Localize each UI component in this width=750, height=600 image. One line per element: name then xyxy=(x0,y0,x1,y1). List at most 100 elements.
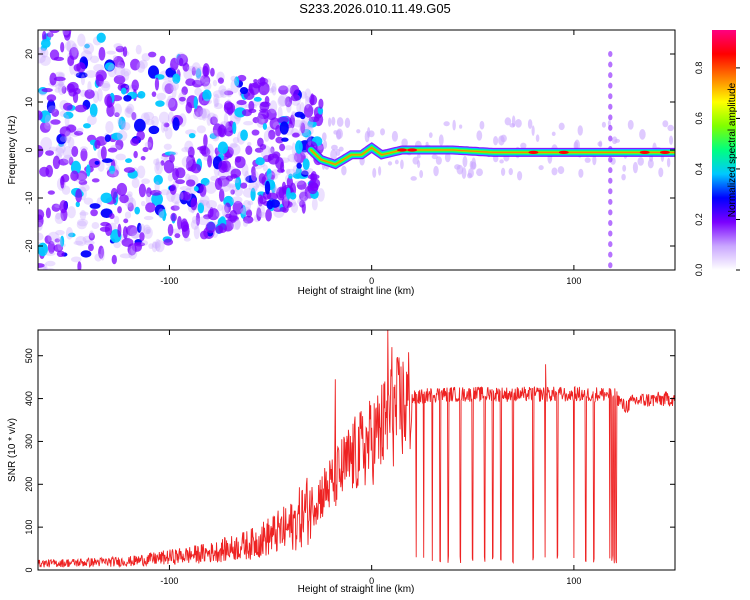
spectrogram-blob xyxy=(317,188,325,202)
spectrogram-blob xyxy=(151,192,163,206)
spectrogram-blob xyxy=(263,130,270,142)
spectrogram-blob xyxy=(134,206,141,215)
spectrogram-blob xyxy=(158,208,165,219)
spectrogram-blob xyxy=(71,43,78,57)
spectrogram-blob xyxy=(217,77,224,84)
spectrogram-blob xyxy=(163,238,174,246)
spectrogram-spike-dot xyxy=(608,262,613,269)
spectrogram-blob xyxy=(292,151,301,165)
spectrogram-blob xyxy=(119,60,126,69)
spectrogram-blob xyxy=(387,161,393,166)
spectrogram-blob xyxy=(61,174,70,183)
spectrogram-blob xyxy=(146,187,152,198)
spectrogram-blob xyxy=(44,121,53,130)
spectrogram-blob xyxy=(62,154,74,164)
snr-y-tick-label: 400 xyxy=(24,391,34,406)
spectrogram-blob xyxy=(41,88,53,93)
spectrogram-blob xyxy=(71,146,79,158)
spectrogram-blob xyxy=(100,247,105,261)
colorbar-gradient xyxy=(712,30,736,270)
spectrogram-blob xyxy=(144,119,155,126)
spectrogram-blob xyxy=(139,223,146,234)
spectrogram-blob xyxy=(116,130,128,142)
spectrogram-blob xyxy=(115,45,125,53)
snr-plot-area xyxy=(38,330,675,570)
spectrogram-blob xyxy=(266,199,274,210)
spectrogram-blob xyxy=(226,183,237,188)
spectrogram-blob xyxy=(187,146,195,158)
spectrogram-blob xyxy=(279,143,286,152)
spectrogram-blob xyxy=(124,211,132,219)
spectrogram-blob xyxy=(95,69,107,82)
spectrogram-blob xyxy=(131,233,141,239)
spectrogram-blob xyxy=(160,155,169,161)
spectrogram-blob xyxy=(190,219,199,230)
colorbar-tick-label: 0.8 xyxy=(694,62,704,75)
spectrogram-y-tick-label: 0 xyxy=(24,147,34,152)
spectrogram-blob xyxy=(232,137,240,144)
spectrogram-blob xyxy=(279,121,289,135)
spectrogram-blob xyxy=(400,159,404,170)
spectrogram-blob xyxy=(174,233,181,239)
spectrogram-blob xyxy=(136,130,145,141)
spectrogram-blob xyxy=(229,143,241,156)
spectrogram-blob xyxy=(285,168,291,174)
spectrogram-blob xyxy=(193,96,198,110)
spectrogram-blob xyxy=(265,208,272,222)
spectrogram-blob xyxy=(267,172,279,181)
spectrogram-blob xyxy=(148,51,157,58)
spectrogram-blob xyxy=(195,76,205,85)
spectrogram-blob xyxy=(195,68,202,79)
spectrogram-blob xyxy=(452,119,456,131)
spectrogram-blob xyxy=(38,263,45,268)
spectrogram-blob xyxy=(163,122,170,128)
spectrogram-blob xyxy=(116,182,128,196)
spectrogram-blob xyxy=(287,153,298,163)
spectrogram-hotspot xyxy=(407,148,418,152)
spectrogram-blob xyxy=(614,138,620,143)
spectrogram-x-tick-label: -100 xyxy=(160,276,178,286)
spectrogram-blob xyxy=(239,87,249,95)
spectrogram-blob xyxy=(139,232,145,242)
spectrogram-blob xyxy=(141,53,151,62)
spectrogram-blob xyxy=(290,94,300,102)
spectrogram-blob xyxy=(65,226,74,240)
spectrogram-blob xyxy=(223,90,234,96)
spectrogram-blob xyxy=(296,102,301,113)
spectrogram-blob xyxy=(214,177,223,191)
spectrogram-spike-dot xyxy=(608,219,613,226)
spectrogram-blob xyxy=(110,187,118,200)
spectrogram-blob xyxy=(73,130,84,136)
spectrogram-blob xyxy=(89,203,101,209)
colorbar-tick-label: 0.4 xyxy=(694,163,704,176)
spectrogram-blob xyxy=(233,186,244,197)
spectrogram-blob xyxy=(275,124,282,137)
spectrogram-blob xyxy=(344,117,351,128)
spectrogram-blob xyxy=(45,207,51,219)
spectrogram-blob xyxy=(195,66,205,80)
spectrogram-blob xyxy=(63,30,71,41)
spectrogram-blob xyxy=(307,124,313,130)
spectrogram-blob xyxy=(107,63,117,78)
spectrogram-blob xyxy=(394,159,399,165)
spectrogram-blob xyxy=(295,140,303,154)
spectrogram-blob xyxy=(500,134,507,143)
spectrogram-blob xyxy=(145,202,156,213)
spectrogram-blob xyxy=(264,180,271,195)
spectrogram-blob xyxy=(283,196,289,208)
spectrogram-blob xyxy=(163,160,175,174)
spectrogram-spike-dot xyxy=(608,198,613,205)
spectrogram-blob xyxy=(62,30,70,36)
spectrogram-blob xyxy=(277,95,287,107)
spectrogram-blob xyxy=(163,126,169,132)
spectrogram-blob xyxy=(120,68,131,77)
spectrogram-blob xyxy=(97,88,103,102)
spectrogram-blob xyxy=(75,188,83,203)
spectrogram-blob xyxy=(36,274,41,284)
spectrogram-blob xyxy=(341,165,347,176)
spectrogram-blob xyxy=(267,153,280,165)
spectrogram-blob xyxy=(86,164,91,177)
spectrogram-blob xyxy=(90,209,98,217)
spectrogram-blob xyxy=(476,168,483,177)
